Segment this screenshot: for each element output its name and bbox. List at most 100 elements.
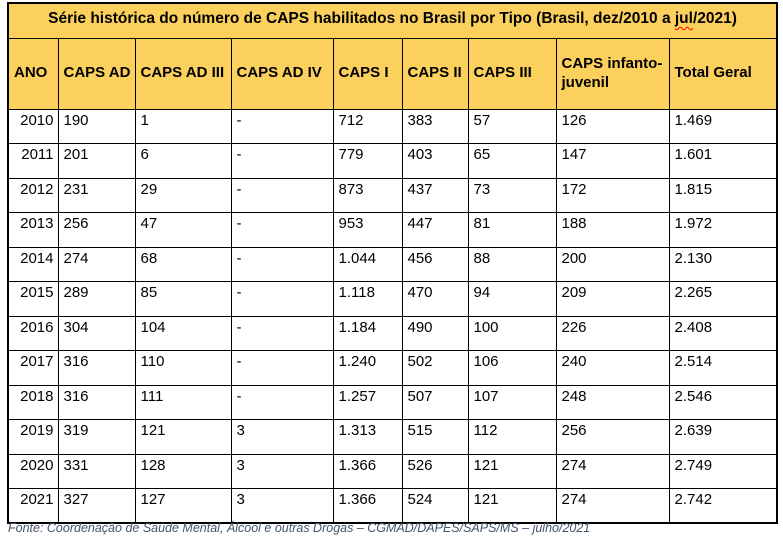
cell-year: 2016 <box>7 315 59 351</box>
cell-value: - <box>230 143 334 179</box>
column-header: CAPS AD <box>57 37 136 110</box>
cell-value: - <box>230 315 334 351</box>
cell-value: 190 <box>57 108 136 144</box>
cell-value: 3 <box>230 453 334 489</box>
cell-value: 316 <box>57 350 136 386</box>
cell-value: - <box>230 108 334 144</box>
cell-value: 1.972 <box>668 212 778 248</box>
cell-value: 2.742 <box>668 488 778 524</box>
cell-value: 201 <box>57 143 136 179</box>
cell-value: 447 <box>401 212 469 248</box>
cell-value: 127 <box>134 488 232 524</box>
cell-value: 524 <box>401 488 469 524</box>
cell-value: 88 <box>467 246 557 282</box>
cell-value: 110 <box>134 350 232 386</box>
cell-year: 2012 <box>7 177 59 213</box>
cell-value: 256 <box>555 419 670 455</box>
cell-value: 47 <box>134 212 232 248</box>
cell-value: 507 <box>401 384 469 420</box>
cell-value: 248 <box>555 384 670 420</box>
cell-value: 81 <box>467 212 557 248</box>
table-title-row: Série histórica do número de CAPS habili… <box>7 2 778 39</box>
column-header: CAPS II <box>401 37 469 110</box>
cell-value: 3 <box>230 419 334 455</box>
cell-value: - <box>230 212 334 248</box>
table-row: 2017 316 110-1.240 502 106 240 2.514 <box>7 350 778 386</box>
cell-value: 1.815 <box>668 177 778 213</box>
cell-value: 100 <box>467 315 557 351</box>
cell-value: 327 <box>57 488 136 524</box>
cell-year: 2015 <box>7 281 59 317</box>
cell-value: 121 <box>467 488 557 524</box>
cell-value: 126 <box>555 108 670 144</box>
cell-value: 712 <box>332 108 403 144</box>
cell-value: 456 <box>401 246 469 282</box>
cell-value: 65 <box>467 143 557 179</box>
cell-value: 2.749 <box>668 453 778 489</box>
source-note: Fonte: Coordenação de Saúde Mental, Álco… <box>8 521 591 535</box>
cell-value: 2.546 <box>668 384 778 420</box>
cell-value: 111 <box>134 384 232 420</box>
cell-value: 94 <box>467 281 557 317</box>
cell-value: 437 <box>401 177 469 213</box>
cell-year: 2020 <box>7 453 59 489</box>
cell-value: 316 <box>57 384 136 420</box>
table-row: 2013 256 47-953 447 81 188 1.972 <box>7 212 778 248</box>
table-row: 2011 201 6-779 403 65 147 1.601 <box>7 143 778 179</box>
cell-value: 873 <box>332 177 403 213</box>
cell-value: 121 <box>134 419 232 455</box>
table-title-suffix: /2021) <box>692 10 737 27</box>
table-row: 2018 316 111-1.257 507 107 248 2.546 <box>7 384 778 420</box>
cell-year: 2010 <box>7 108 59 144</box>
cell-value: 104 <box>134 315 232 351</box>
caps-history-table: Série histórica do número de CAPS habili… <box>7 2 779 524</box>
cell-value: 85 <box>134 281 232 317</box>
column-header: Total Geral <box>668 37 778 110</box>
cell-value: 1.366 <box>332 453 403 489</box>
cell-year: 2018 <box>7 384 59 420</box>
table-row: 2010 190 1-712 383 57 126 1.469 <box>7 108 778 144</box>
cell-value: 29 <box>134 177 232 213</box>
table-row: 2016 304 104-1.184 490 100 226 2.408 <box>7 315 778 351</box>
cell-value: 128 <box>134 453 232 489</box>
cell-value: 1.257 <box>332 384 403 420</box>
column-header: CAPS infanto-juvenil <box>555 37 670 110</box>
cell-value: 502 <box>401 350 469 386</box>
cell-value: - <box>230 281 334 317</box>
column-header: CAPS I <box>332 37 403 110</box>
table-row: 2014 274 68-1.044 456 88 200 2.130 <box>7 246 778 282</box>
cell-year: 2021 <box>7 488 59 524</box>
cell-value: 515 <box>401 419 469 455</box>
cell-value: 289 <box>57 281 136 317</box>
cell-value: 1.118 <box>332 281 403 317</box>
table-title-prefix: Série histórica do número de CAPS habili… <box>48 10 675 27</box>
table-row: 2012 231 29-873 437 73 172 1.815 <box>7 177 778 213</box>
cell-value: 470 <box>401 281 469 317</box>
cell-value: 240 <box>555 350 670 386</box>
cell-value: 2.265 <box>668 281 778 317</box>
cell-value: - <box>230 177 334 213</box>
cell-value: 331 <box>57 453 136 489</box>
cell-value: 274 <box>57 246 136 282</box>
cell-value: 2.408 <box>668 315 778 351</box>
cell-value: 526 <box>401 453 469 489</box>
cell-year: 2017 <box>7 350 59 386</box>
cell-value: 147 <box>555 143 670 179</box>
table-row: 2021 327 127 3 1.366 524 121 274 2.742 <box>7 488 778 524</box>
cell-value: 112 <box>467 419 557 455</box>
cell-value: 106 <box>467 350 557 386</box>
cell-value: 1.601 <box>668 143 778 179</box>
cell-value: 107 <box>467 384 557 420</box>
cell-value: 2.639 <box>668 419 778 455</box>
cell-value: 953 <box>332 212 403 248</box>
cell-value: 274 <box>555 453 670 489</box>
cell-value: 1.240 <box>332 350 403 386</box>
cell-value: 57 <box>467 108 557 144</box>
cell-value: 1 <box>134 108 232 144</box>
cell-value: 403 <box>401 143 469 179</box>
cell-value: 73 <box>467 177 557 213</box>
cell-value: 121 <box>467 453 557 489</box>
cell-value: 319 <box>57 419 136 455</box>
cell-value: 274 <box>555 488 670 524</box>
